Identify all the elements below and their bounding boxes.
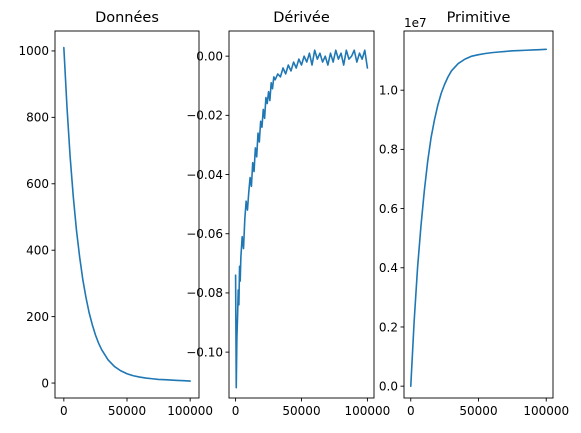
derivee-y-tick-label: −0.06 [186,227,223,241]
donnees-series-line [63,46,191,382]
primitive-y-tick-label: 1.0 [379,83,398,97]
primitive-y-tick-label: 0.2 [379,320,398,334]
donnees-y-tick-label: 400 [26,244,49,258]
primitive-y-tick-label: 0.0 [379,379,398,393]
derivee-y-tick-label: −0.10 [186,345,223,359]
panel-primitive: 0 50000 100000 0.0 0.2 0.4 0.6 0.8 1.0 Primitive 1… [379,10,569,418]
primitive-offset-label: 1e7 [404,16,427,30]
derivee-x-tick-label: 50000 [282,404,320,418]
donnees-y-tick-label: 1000 [18,44,49,58]
donnees-x-tick-label: 100000 [167,404,213,418]
primitive-series-line [409,48,548,387]
primitive-title: Primitive [447,10,511,26]
derivee-y-tick-label: 0.00 [196,49,223,63]
derivee-x-tick-label: 0 [232,404,240,418]
primitive-y-tick-label: 0.8 [379,143,398,157]
derivee-y-tick-label: −0.08 [186,286,223,300]
donnees-axes-frame [54,30,200,399]
donnees-y-tick-label: 600 [26,177,49,191]
derivee-y-tick-label: −0.04 [186,168,223,182]
derivee-y-tick-label: −0.02 [186,109,223,123]
derivee-title: Dérivée [273,10,330,26]
donnees-y-tick-label: 200 [26,310,49,324]
primitive-axes-frame [403,30,554,399]
panel-derivee: 0 50000 100000 −0.10 −0.08 −0.06 −0.04 −0.02 0.0… [186,10,390,418]
derivee-axes-frame [228,30,375,399]
donnees-x-tick-label: 0 [60,404,68,418]
primitive-x-tick-label: 50000 [459,404,497,418]
primitive-x-tick-label: 0 [407,404,415,418]
donnees-y-tick-label: 800 [26,111,49,125]
donnees-title: Données [95,10,159,26]
derivee-x-tick-label: 100000 [345,404,391,418]
primitive-y-tick-label: 0.4 [379,261,398,275]
primitive-y-tick-label: 0.6 [379,202,398,216]
primitive-x-tick-label: 100000 [523,404,569,418]
panel-donnees: 0 50000 100000 0 200 400 600 800 1000 Données [18,10,213,418]
donnees-x-tick-label: 50000 [108,404,146,418]
derivee-series-line [234,49,369,389]
donnees-y-tick-label: 0 [41,376,49,390]
